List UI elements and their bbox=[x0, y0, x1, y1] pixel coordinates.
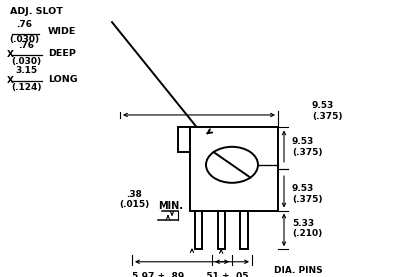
Bar bbox=[178, 127, 190, 152]
Text: 9.53
(.375): 9.53 (.375) bbox=[292, 184, 322, 204]
Text: 5.97 ± .89
(.235 ± .035): 5.97 ± .89 (.235 ± .035) bbox=[125, 272, 191, 277]
Text: DIA. PINS: DIA. PINS bbox=[274, 266, 323, 275]
Text: 5.33
(.210): 5.33 (.210) bbox=[292, 219, 322, 238]
Circle shape bbox=[206, 147, 258, 183]
Bar bbox=[195, 211, 202, 249]
Bar bbox=[190, 127, 278, 211]
Text: (.030): (.030) bbox=[11, 57, 41, 66]
Text: .51 ± .05
(.020 ± .002): .51 ± .05 (.020 ± .002) bbox=[193, 272, 259, 277]
Text: .76: .76 bbox=[16, 20, 32, 29]
Text: ADJ. SLOT: ADJ. SLOT bbox=[10, 7, 63, 16]
Text: LONG: LONG bbox=[48, 75, 78, 84]
Text: (.124): (.124) bbox=[11, 83, 41, 92]
Text: 3.15: 3.15 bbox=[15, 66, 37, 75]
Text: MIN.: MIN. bbox=[158, 201, 183, 211]
Text: WIDE: WIDE bbox=[48, 27, 76, 35]
Text: 9.53
(.375): 9.53 (.375) bbox=[312, 101, 342, 120]
Text: DEEP: DEEP bbox=[48, 49, 76, 58]
Text: (.030): (.030) bbox=[9, 35, 39, 44]
Text: .38
(.015): .38 (.015) bbox=[119, 190, 149, 209]
Text: X: X bbox=[7, 76, 14, 85]
Text: .76: .76 bbox=[18, 41, 34, 50]
Text: 9.53
(.375): 9.53 (.375) bbox=[292, 137, 322, 157]
Bar bbox=[240, 211, 248, 249]
Text: X: X bbox=[7, 50, 14, 59]
Bar bbox=[218, 211, 225, 249]
